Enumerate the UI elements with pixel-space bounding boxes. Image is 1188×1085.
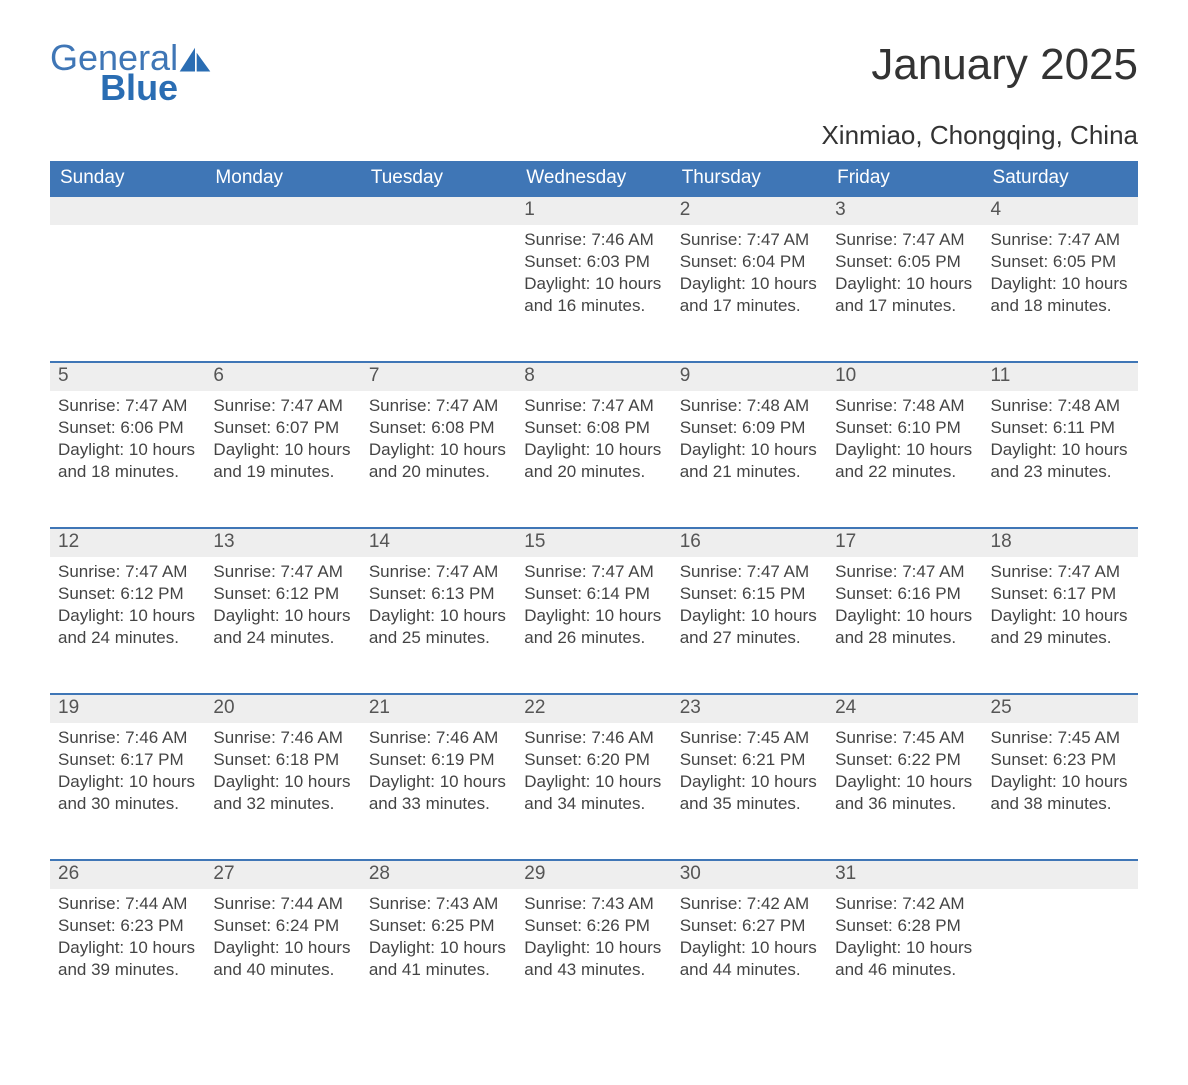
day-number-cell: 17 [827, 528, 982, 557]
day-number-cell: 30 [672, 860, 827, 889]
brand-logo: General Blue [50, 40, 212, 106]
day-number-cell: 20 [205, 694, 360, 723]
day-number-cell: 15 [516, 528, 671, 557]
weekday-header: Sunday [50, 161, 205, 196]
day-number-cell: 4 [983, 196, 1138, 225]
day-detail-row: Sunrise: 7:44 AMSunset: 6:23 PMDaylight:… [50, 889, 1138, 1025]
calendar-body: 1234Sunrise: 7:46 AMSunset: 6:03 PMDayli… [50, 196, 1138, 1025]
day-number-cell [361, 196, 516, 225]
day-number-cell [983, 860, 1138, 889]
day-detail-cell: Sunrise: 7:47 AMSunset: 6:17 PMDaylight:… [983, 557, 1138, 694]
day-detail-cell: Sunrise: 7:42 AMSunset: 6:28 PMDaylight:… [827, 889, 982, 1025]
day-number-row: 1234 [50, 196, 1138, 225]
page-title: January 2025 [871, 40, 1138, 90]
day-number-cell: 11 [983, 362, 1138, 391]
day-number-row: 19202122232425 [50, 694, 1138, 723]
day-number-cell: 23 [672, 694, 827, 723]
day-number-cell: 19 [50, 694, 205, 723]
day-detail-cell [983, 889, 1138, 1025]
day-detail-cell: Sunrise: 7:47 AMSunset: 6:08 PMDaylight:… [516, 391, 671, 528]
day-number-row: 12131415161718 [50, 528, 1138, 557]
day-number-cell: 5 [50, 362, 205, 391]
day-detail-cell: Sunrise: 7:47 AMSunset: 6:13 PMDaylight:… [361, 557, 516, 694]
weekday-header: Monday [205, 161, 360, 196]
weekday-header: Saturday [983, 161, 1138, 196]
page-title-block: January 2025 [871, 40, 1138, 90]
day-number-cell: 27 [205, 860, 360, 889]
day-number-cell: 18 [983, 528, 1138, 557]
day-detail-cell: Sunrise: 7:45 AMSunset: 6:22 PMDaylight:… [827, 723, 982, 860]
day-detail-cell: Sunrise: 7:47 AMSunset: 6:16 PMDaylight:… [827, 557, 982, 694]
day-detail-cell: Sunrise: 7:46 AMSunset: 6:20 PMDaylight:… [516, 723, 671, 860]
day-detail-cell: Sunrise: 7:47 AMSunset: 6:12 PMDaylight:… [205, 557, 360, 694]
weekday-header-row: SundayMondayTuesdayWednesdayThursdayFrid… [50, 161, 1138, 196]
day-detail-row: Sunrise: 7:47 AMSunset: 6:06 PMDaylight:… [50, 391, 1138, 528]
day-number-cell: 8 [516, 362, 671, 391]
day-detail-cell: Sunrise: 7:47 AMSunset: 6:04 PMDaylight:… [672, 225, 827, 362]
day-number-cell: 13 [205, 528, 360, 557]
day-detail-cell: Sunrise: 7:45 AMSunset: 6:21 PMDaylight:… [672, 723, 827, 860]
day-number-cell: 21 [361, 694, 516, 723]
day-detail-cell: Sunrise: 7:47 AMSunset: 6:15 PMDaylight:… [672, 557, 827, 694]
day-detail-cell: Sunrise: 7:48 AMSunset: 6:11 PMDaylight:… [983, 391, 1138, 528]
day-number-cell: 25 [983, 694, 1138, 723]
day-number-cell: 2 [672, 196, 827, 225]
day-detail-row: Sunrise: 7:46 AMSunset: 6:03 PMDaylight:… [50, 225, 1138, 362]
weekday-header: Friday [827, 161, 982, 196]
day-detail-cell [361, 225, 516, 362]
sail-icon [178, 46, 212, 80]
weekday-header: Wednesday [516, 161, 671, 196]
day-detail-cell: Sunrise: 7:48 AMSunset: 6:09 PMDaylight:… [672, 391, 827, 528]
day-detail-cell: Sunrise: 7:47 AMSunset: 6:05 PMDaylight:… [983, 225, 1138, 362]
calendar-page: General Blue January 2025 Xinmiao, Chong… [0, 0, 1188, 1085]
brand-text: General Blue [50, 40, 178, 106]
calendar-table: SundayMondayTuesdayWednesdayThursdayFrid… [50, 161, 1138, 1025]
day-number-cell: 14 [361, 528, 516, 557]
day-number-cell: 7 [361, 362, 516, 391]
day-detail-cell: Sunrise: 7:48 AMSunset: 6:10 PMDaylight:… [827, 391, 982, 528]
day-detail-cell: Sunrise: 7:47 AMSunset: 6:06 PMDaylight:… [50, 391, 205, 528]
day-number-cell: 6 [205, 362, 360, 391]
day-detail-cell: Sunrise: 7:46 AMSunset: 6:19 PMDaylight:… [361, 723, 516, 860]
day-detail-cell: Sunrise: 7:47 AMSunset: 6:07 PMDaylight:… [205, 391, 360, 528]
day-detail-cell: Sunrise: 7:44 AMSunset: 6:24 PMDaylight:… [205, 889, 360, 1025]
weekday-header: Thursday [672, 161, 827, 196]
day-number-cell [205, 196, 360, 225]
day-number-cell: 9 [672, 362, 827, 391]
day-number-cell: 3 [827, 196, 982, 225]
day-detail-cell: Sunrise: 7:46 AMSunset: 6:17 PMDaylight:… [50, 723, 205, 860]
day-detail-cell: Sunrise: 7:45 AMSunset: 6:23 PMDaylight:… [983, 723, 1138, 860]
day-number-cell: 31 [827, 860, 982, 889]
day-detail-cell: Sunrise: 7:47 AMSunset: 6:12 PMDaylight:… [50, 557, 205, 694]
day-number-cell: 26 [50, 860, 205, 889]
day-detail-cell: Sunrise: 7:43 AMSunset: 6:26 PMDaylight:… [516, 889, 671, 1025]
day-number-row: 262728293031 [50, 860, 1138, 889]
day-number-cell: 22 [516, 694, 671, 723]
day-detail-cell [205, 225, 360, 362]
day-number-cell: 12 [50, 528, 205, 557]
day-number-cell: 29 [516, 860, 671, 889]
day-detail-cell [50, 225, 205, 362]
day-detail-cell: Sunrise: 7:42 AMSunset: 6:27 PMDaylight:… [672, 889, 827, 1025]
day-detail-cell: Sunrise: 7:44 AMSunset: 6:23 PMDaylight:… [50, 889, 205, 1025]
header-row: General Blue January 2025 [50, 40, 1138, 106]
day-detail-row: Sunrise: 7:46 AMSunset: 6:17 PMDaylight:… [50, 723, 1138, 860]
day-detail-cell: Sunrise: 7:47 AMSunset: 6:14 PMDaylight:… [516, 557, 671, 694]
day-number-cell: 10 [827, 362, 982, 391]
day-detail-cell: Sunrise: 7:46 AMSunset: 6:18 PMDaylight:… [205, 723, 360, 860]
day-number-cell: 16 [672, 528, 827, 557]
day-number-cell [50, 196, 205, 225]
day-number-row: 567891011 [50, 362, 1138, 391]
day-detail-cell: Sunrise: 7:47 AMSunset: 6:08 PMDaylight:… [361, 391, 516, 528]
day-number-cell: 24 [827, 694, 982, 723]
day-detail-cell: Sunrise: 7:47 AMSunset: 6:05 PMDaylight:… [827, 225, 982, 362]
day-number-cell: 28 [361, 860, 516, 889]
day-detail-cell: Sunrise: 7:46 AMSunset: 6:03 PMDaylight:… [516, 225, 671, 362]
location-label: Xinmiao, Chongqing, China [50, 120, 1138, 151]
weekday-header: Tuesday [361, 161, 516, 196]
day-detail-cell: Sunrise: 7:43 AMSunset: 6:25 PMDaylight:… [361, 889, 516, 1025]
day-detail-row: Sunrise: 7:47 AMSunset: 6:12 PMDaylight:… [50, 557, 1138, 694]
day-number-cell: 1 [516, 196, 671, 225]
